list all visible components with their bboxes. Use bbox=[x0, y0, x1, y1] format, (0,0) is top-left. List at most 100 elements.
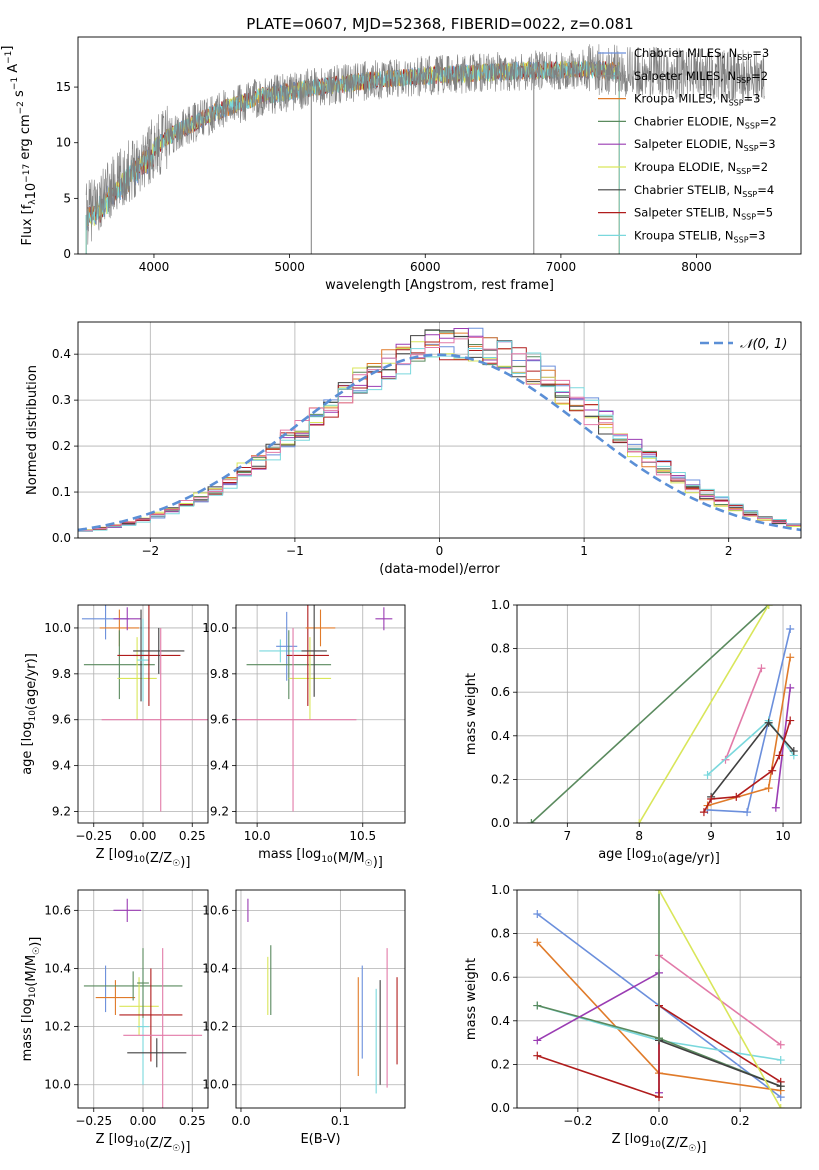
y-tick-label: 9.2 bbox=[52, 805, 71, 819]
y-tick-label: 10.0 bbox=[202, 1078, 229, 1092]
x-tick-label: 10.0 bbox=[244, 829, 271, 843]
ticks-weights_vs_age: 7 8 9 10 0.0 0.2 0.4 0.6 0.8 1.0 bbox=[491, 598, 791, 843]
weight-point-marker bbox=[776, 1040, 785, 1049]
legend-n-sub: SSP bbox=[736, 167, 751, 176]
x-axis-label-part: Z [log bbox=[612, 1132, 650, 1147]
legend-n-value: =2 bbox=[760, 114, 777, 128]
y-axis-label: Flux [fλ10−17 erg cm−2 s−1 A−1] bbox=[0, 46, 39, 246]
y-tick-label: 0.2 bbox=[491, 1057, 510, 1071]
errorbar-point bbox=[288, 637, 332, 720]
x-axis-label-part: (M/M bbox=[333, 851, 365, 866]
legend-n-value: =3 bbox=[752, 46, 769, 60]
errorbar-point bbox=[113, 607, 142, 631]
residual-histogram bbox=[78, 337, 801, 531]
y-axis-label-part: A bbox=[6, 64, 21, 77]
errorbar-point bbox=[133, 627, 185, 674]
weight-series-line bbox=[537, 1004, 782, 1099]
y-tick-label: 0.0 bbox=[491, 816, 510, 830]
x-axis-label: Z [log10(Z/Z☉)] bbox=[612, 1132, 707, 1155]
x-axis-label-part: age [log bbox=[598, 847, 651, 862]
legend-model-name: Chabrier ELODIE bbox=[634, 114, 729, 128]
plot-area-residuals bbox=[78, 327, 801, 532]
plot-area-age_vs_mass bbox=[236, 605, 393, 812]
y-axis-label-part: ☉ bbox=[32, 947, 42, 955]
x-tick-label: 9 bbox=[707, 829, 715, 843]
ticks-age_vs_Z: −0.25 0.00 0.25 9.2 9.4 9.6 9.8 10.0 bbox=[44, 621, 205, 843]
weight-series-line bbox=[530, 605, 770, 823]
x-axis-label: Z [log10(Z/Z☉)] bbox=[96, 1132, 191, 1155]
axes-frame bbox=[77, 889, 209, 1109]
legend-model-name: Kroupa STELIB bbox=[634, 228, 718, 242]
residual-histogram bbox=[78, 340, 801, 532]
y-tick-label: 10.0 bbox=[44, 621, 71, 635]
x-axis-label-part: )] bbox=[180, 855, 190, 870]
errorbar-point bbox=[101, 627, 208, 812]
y-axis-label: mass weight bbox=[464, 673, 479, 755]
weight-series-line bbox=[658, 1039, 781, 1087]
x-axis-label-part: ☉ bbox=[365, 859, 373, 869]
errorbar-point bbox=[276, 611, 298, 681]
errorbar-point bbox=[305, 609, 336, 647]
legend-model-name: Kroupa MILES bbox=[634, 92, 713, 106]
axes-mass_vs_ebv: 0.0 0.1 10.0 10.2 10.4 10.6 E(B-V) bbox=[202, 889, 406, 1147]
y-axis-label-part: )] bbox=[28, 937, 43, 947]
x-axis-label-part: 10 bbox=[133, 1140, 145, 1150]
legend-n-value: =3 bbox=[744, 92, 761, 106]
x-axis-label: wavelength [Angstrom, rest frame] bbox=[325, 278, 554, 293]
axes-age_vs_Z: −0.25 0.00 0.259.29.49.69.810.0Z [log10(Z/… bbox=[20, 604, 209, 870]
x-axis-label-part: )] bbox=[373, 855, 383, 870]
legend-n-prefix: , N bbox=[720, 69, 736, 83]
y-axis-label-part: 10 bbox=[28, 986, 38, 998]
y-tick-label: 1.0 bbox=[491, 883, 510, 897]
errorbar-point bbox=[127, 1038, 187, 1068]
x-axis-label-part: (age/yr)] bbox=[663, 851, 720, 866]
errorbar-point bbox=[83, 971, 183, 1001]
y-tick-label: 10.4 bbox=[202, 961, 229, 975]
legend-n-sub: SSP bbox=[741, 213, 756, 222]
weight-point-marker bbox=[776, 1104, 785, 1108]
y-tick-label: 10.2 bbox=[44, 1020, 71, 1034]
axes-frame bbox=[77, 321, 802, 539]
errorbar-point bbox=[259, 639, 302, 663]
y-tick-label: 0.4 bbox=[52, 347, 71, 361]
y-axis-label: mass [log10(M/M☉)] bbox=[20, 937, 43, 1062]
ticks-mass_vs_ebv: 0.0 0.1 10.0 10.2 10.4 10.6 bbox=[202, 903, 350, 1128]
y-tick-label: 15 bbox=[56, 80, 71, 94]
weight-point-marker bbox=[635, 819, 644, 823]
legend-n-prefix: , N bbox=[725, 206, 741, 220]
axes-frame bbox=[235, 889, 406, 1109]
x-tick-label: 0.00 bbox=[130, 1114, 157, 1128]
x-axis-label-part: mass [log bbox=[258, 847, 321, 862]
errorbar-point bbox=[246, 630, 332, 700]
y-axis-label: Normed distribution bbox=[25, 365, 40, 495]
y-axis-label-part: (age/yr)] bbox=[24, 653, 39, 710]
y-tick-label: 0.0 bbox=[52, 531, 71, 545]
axes-frame bbox=[516, 604, 802, 824]
x-axis-label-part: ☉ bbox=[688, 1144, 696, 1154]
x-tick-label: −0.25 bbox=[75, 829, 112, 843]
y-axis-label-part: −1 bbox=[4, 51, 14, 64]
observed-spectrum-line bbox=[85, 44, 765, 245]
weight-point-marker bbox=[757, 664, 766, 673]
errorbar-point bbox=[137, 618, 149, 702]
x-tick-label: 8 bbox=[635, 829, 643, 843]
y-axis-label-part: Flux [f bbox=[20, 204, 35, 245]
weight-point-marker bbox=[786, 653, 795, 662]
weight-point-marker bbox=[764, 718, 773, 727]
weight-point-marker bbox=[533, 1051, 542, 1060]
legend-label: Salpeter ELODIE, NSSP=3 bbox=[634, 137, 776, 153]
weight-point-marker bbox=[764, 784, 773, 793]
errorbar-point bbox=[119, 968, 183, 1062]
axes-frame bbox=[77, 36, 802, 255]
weight-point-marker bbox=[771, 803, 780, 812]
x-axis-label-part: Z [log bbox=[96, 1132, 134, 1147]
legend-n-prefix: , N bbox=[713, 92, 729, 106]
x-tick-label: 4000 bbox=[139, 260, 170, 274]
legend-n-value: =5 bbox=[756, 206, 773, 220]
y-tick-label: 0.4 bbox=[491, 729, 510, 743]
weight-point-marker bbox=[786, 683, 795, 692]
x-axis-label-part: )] bbox=[180, 1140, 190, 1155]
x-tick-label: 7 bbox=[564, 829, 572, 843]
x-tick-label: 8000 bbox=[681, 260, 712, 274]
